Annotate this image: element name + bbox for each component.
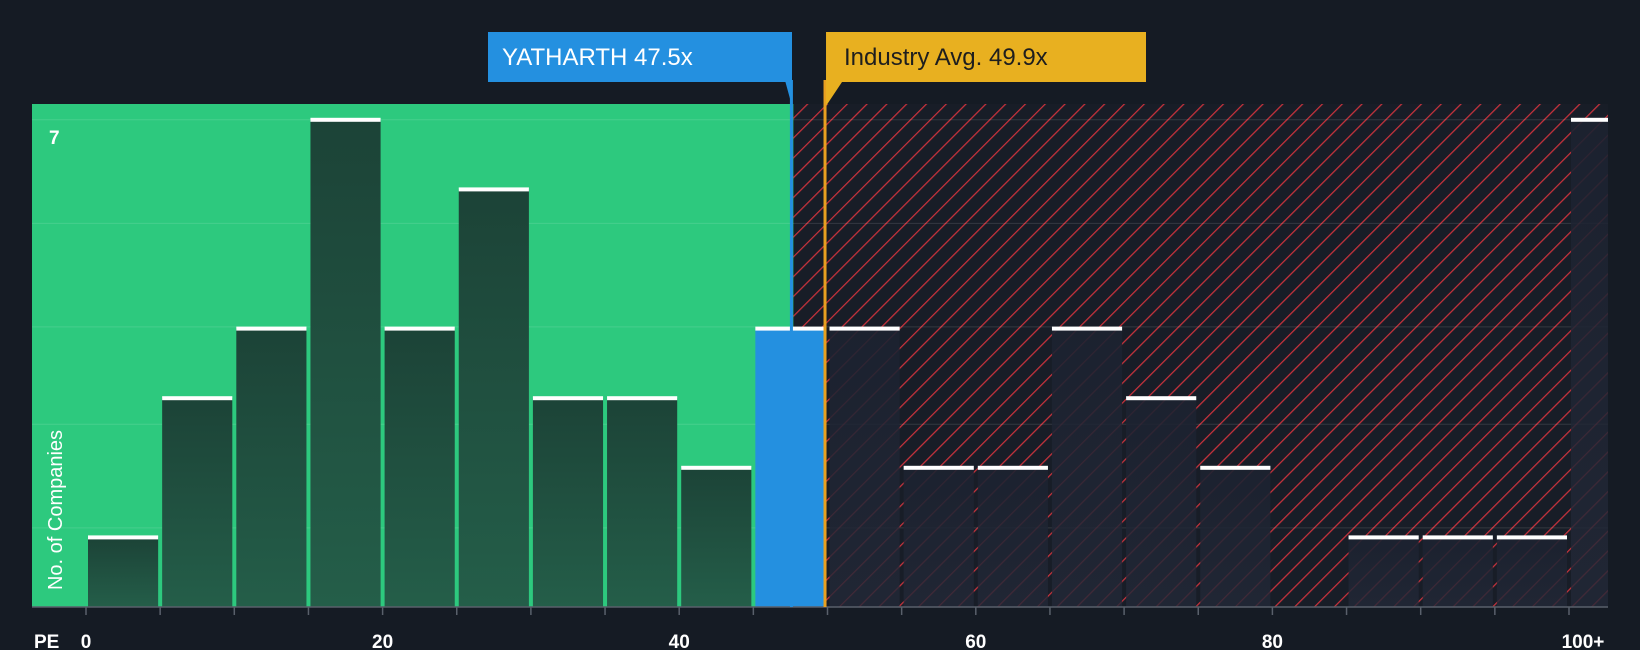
x-tick-labels: 0 20 40 60 80 100+ xyxy=(81,632,1605,650)
industry-callout-box xyxy=(826,32,1146,106)
bar-cap xyxy=(1496,535,1567,540)
bar-cap xyxy=(532,396,604,401)
bar-cap xyxy=(829,326,900,331)
x-axis-ticks xyxy=(85,607,1570,615)
histogram-bar xyxy=(1200,467,1271,607)
bar-cap xyxy=(977,465,1048,470)
x-tick-label: 100+ xyxy=(1562,632,1605,650)
histogram-bar xyxy=(88,537,159,607)
bar-cap xyxy=(162,396,233,401)
y-axis-max-label: 7 xyxy=(49,128,60,149)
x-tick-label: 60 xyxy=(965,632,986,650)
histogram-bar xyxy=(458,189,529,607)
bar-cap xyxy=(681,465,752,470)
bar-cap xyxy=(458,187,529,192)
company-callout: YATHARTH 47.5x xyxy=(488,32,792,106)
bar-cap xyxy=(1348,535,1419,540)
histogram-bar xyxy=(1348,537,1419,607)
bar-cap xyxy=(384,326,455,331)
histogram-bar xyxy=(607,398,678,607)
x-tick-label: 80 xyxy=(1262,632,1283,650)
company-callout-box xyxy=(488,32,792,106)
histogram-bar xyxy=(1496,537,1567,607)
industry-callout: Industry Avg. 49.9x xyxy=(826,32,1146,106)
bar-cap xyxy=(903,465,974,470)
x-tick-label: 40 xyxy=(669,632,690,650)
bar-cap xyxy=(1422,535,1493,540)
bar-cap xyxy=(88,535,159,540)
bar-cap xyxy=(1200,465,1271,470)
histogram-bar xyxy=(236,328,307,607)
company-callout-label: YATHARTH 47.5x xyxy=(502,44,693,71)
histogram-bar xyxy=(310,119,381,608)
x-axis-title: PE xyxy=(34,632,59,650)
histogram-bar xyxy=(1571,119,1608,608)
histogram-bar xyxy=(384,328,455,607)
histogram-bar xyxy=(162,398,233,607)
bar-cap xyxy=(1051,326,1123,331)
histogram-bar xyxy=(903,467,974,607)
bar-cap xyxy=(1126,396,1197,401)
histogram-bar xyxy=(532,398,604,607)
bar-cap xyxy=(236,326,307,331)
y-axis-title: No. of Companies xyxy=(45,430,67,590)
x-tick-label: 0 xyxy=(81,632,92,650)
industry-callout-label: Industry Avg. 49.9x xyxy=(844,44,1048,71)
histogram-bar xyxy=(829,328,900,607)
histogram-bar xyxy=(1422,537,1493,607)
bar-cap xyxy=(607,396,678,401)
histogram-bar xyxy=(681,467,752,607)
x-tick-label: 20 xyxy=(372,632,393,650)
bar-cap xyxy=(1571,117,1608,122)
histogram-bar xyxy=(1051,328,1123,607)
histogram-bar xyxy=(977,467,1048,607)
bar-cap xyxy=(310,117,381,122)
histogram-bars xyxy=(88,117,1608,608)
histogram-bar xyxy=(1126,398,1197,607)
